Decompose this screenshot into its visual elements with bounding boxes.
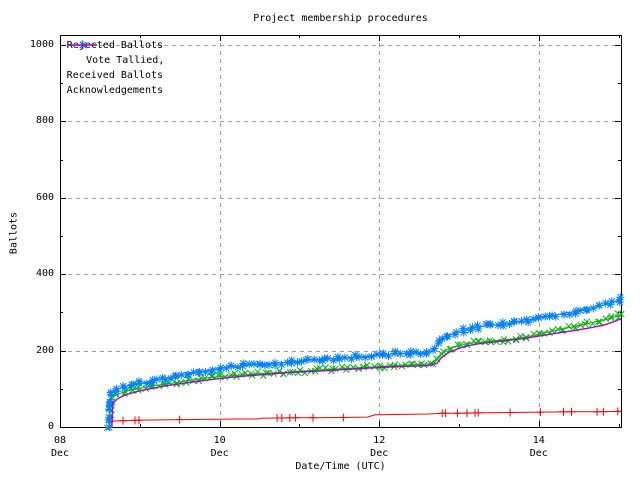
x-tick-label-14-Dec: 14 Dec: [529, 435, 548, 459]
x-tick-label-08-Dec: 08 Dec: [50, 435, 70, 459]
legend-label: Received Ballots: [66, 70, 163, 81]
series-vote-tallied: [103, 310, 625, 431]
x-tick-label-10-Dec: 10 Dec: [210, 435, 229, 459]
y-tick-label-600: 600: [35, 191, 54, 203]
legend-item-acknowledgements: Acknowledgements: [62, 44, 163, 98]
y-tick-label-200: 200: [35, 344, 54, 356]
legend-sample-acknowledgements: [69, 44, 97, 46]
legend-item-received-ballots: Received Ballots: [62, 41, 163, 83]
legend: Rejected Ballots Vote Tallied, Received B…: [62, 38, 165, 98]
y-tick-label-0: 0: [47, 421, 54, 432]
chart-title: Project membership procedures: [253, 13, 428, 24]
legend-label: Vote Tallied,: [62, 55, 165, 66]
plot-border: [60, 35, 622, 428]
x-axis-label: Date/Time (UTC): [295, 461, 386, 472]
series-received-ballots: [104, 293, 625, 431]
y-axis-label: Ballots: [8, 211, 20, 255]
series-acknowledgements: [111, 317, 622, 428]
grid-lines: [60, 35, 621, 427]
x-tick-label-12-Dec: 12 Dec: [370, 435, 389, 459]
axis-ticks: [60, 35, 621, 428]
y-tick-label-800: 800: [35, 115, 54, 127]
y-tick-label-1000: 1000: [29, 38, 54, 50]
legend-label: Acknowledgements: [66, 85, 163, 96]
y-tick-label-400: 400: [35, 268, 54, 280]
series-rejected-ballots: [109, 407, 622, 428]
legend-item-vote-tallied: Vote Tallied,: [62, 41, 165, 68]
